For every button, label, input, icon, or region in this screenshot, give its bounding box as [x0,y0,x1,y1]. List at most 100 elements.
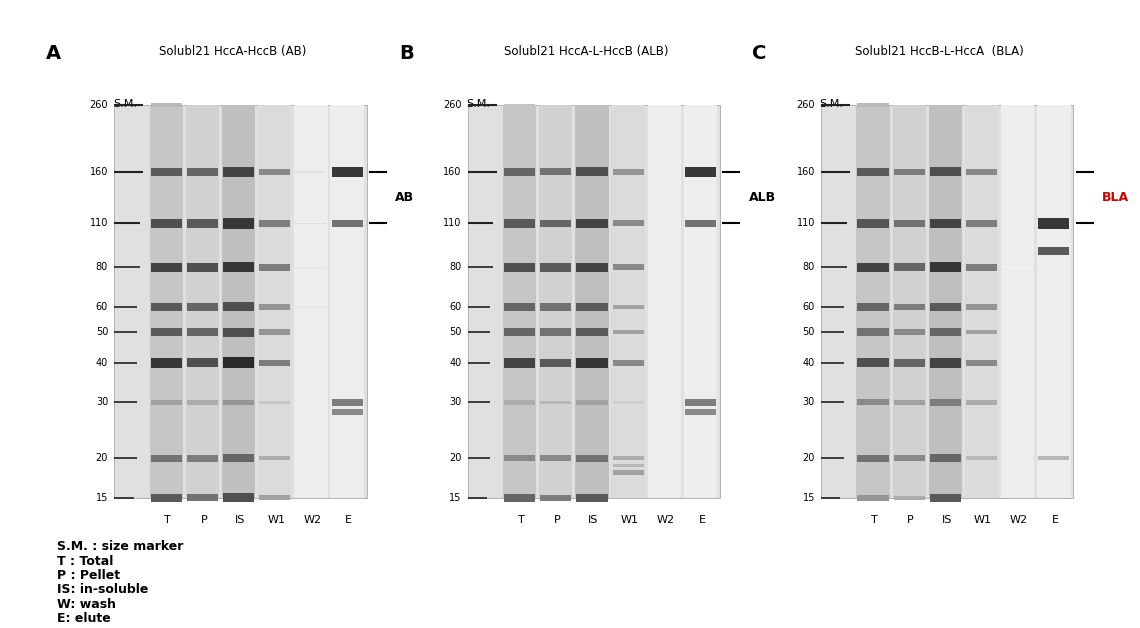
Bar [504,219,535,228]
Text: 40: 40 [449,358,462,368]
Bar [857,219,888,228]
Bar [930,168,961,176]
Bar [612,264,644,270]
Text: IS: IS [942,515,952,525]
Text: 50: 50 [96,327,108,337]
Bar [295,306,326,308]
Text: 30: 30 [449,398,462,408]
Bar [612,401,644,404]
Text: 80: 80 [96,263,108,273]
Bar [149,105,182,498]
Bar [187,303,218,311]
Bar [894,220,925,227]
Text: 260: 260 [90,100,108,110]
Bar [504,328,535,336]
Bar [223,303,254,311]
Text: 20: 20 [449,453,462,463]
Text: B: B [399,44,414,63]
Bar [258,105,292,498]
Bar [966,400,998,404]
Text: 160: 160 [443,167,462,177]
Bar [223,263,254,273]
Bar [576,105,609,498]
Text: 110: 110 [797,219,815,229]
Text: W2: W2 [1010,515,1028,525]
Bar [259,264,291,271]
Bar [612,456,644,460]
Bar [577,219,608,228]
Bar [540,303,571,310]
Text: IS: IS [235,515,245,525]
Bar [332,399,363,406]
Bar [966,169,998,175]
Text: A: A [46,44,60,63]
Text: W1: W1 [974,515,992,525]
Text: 40: 40 [96,358,108,368]
Bar [504,303,535,311]
Bar [150,168,181,176]
Bar [612,470,644,475]
Text: Solubl21 HccA-HccB (AB): Solubl21 HccA-HccB (AB) [158,45,307,58]
Text: 260: 260 [443,100,462,110]
Text: 20: 20 [96,453,108,463]
Bar [150,328,181,336]
Bar [223,167,254,176]
Text: P : Pellet: P : Pellet [57,569,120,582]
Bar [685,167,716,177]
Bar [259,220,291,227]
Text: C: C [752,44,767,63]
Bar [504,263,535,272]
Bar [1039,247,1069,256]
Bar [150,400,181,405]
Bar [893,105,926,498]
Text: AB: AB [396,191,415,204]
Bar [187,494,218,502]
Bar [930,303,961,311]
Text: 15: 15 [803,493,815,503]
Text: W1: W1 [267,515,285,525]
Bar [295,223,326,224]
Bar [331,105,364,498]
Text: 110: 110 [443,219,462,229]
Bar [857,495,888,501]
Bar [223,494,254,502]
Bar [332,167,363,177]
Text: W1: W1 [620,515,638,525]
Bar [577,494,608,502]
Bar [150,358,181,368]
Bar [648,105,681,498]
Bar [894,400,925,405]
Text: 160: 160 [90,167,108,177]
Text: E: elute: E: elute [57,612,111,625]
Bar [540,328,571,335]
Bar [577,263,608,272]
Bar [685,399,716,406]
Text: E: E [345,515,352,525]
Bar [187,168,218,176]
Bar [295,332,326,333]
Bar [186,105,219,498]
Bar [577,455,608,462]
Bar [894,359,925,367]
Bar [540,359,571,367]
Bar [150,455,181,462]
Bar [223,219,254,229]
Bar [577,168,608,176]
Text: 40: 40 [803,358,815,368]
Bar [930,494,961,502]
Bar [649,267,679,268]
Bar [187,359,218,367]
Bar [114,105,367,498]
Bar [684,105,717,498]
Text: T : Total: T : Total [57,555,113,568]
Bar [223,328,254,337]
Bar [540,263,571,271]
Text: 60: 60 [449,302,462,312]
Text: W: wash: W: wash [57,598,116,611]
Bar [259,359,291,366]
Bar [612,360,644,365]
Bar [259,456,291,460]
Bar [930,455,961,462]
Bar [150,263,181,272]
Bar [295,171,326,173]
